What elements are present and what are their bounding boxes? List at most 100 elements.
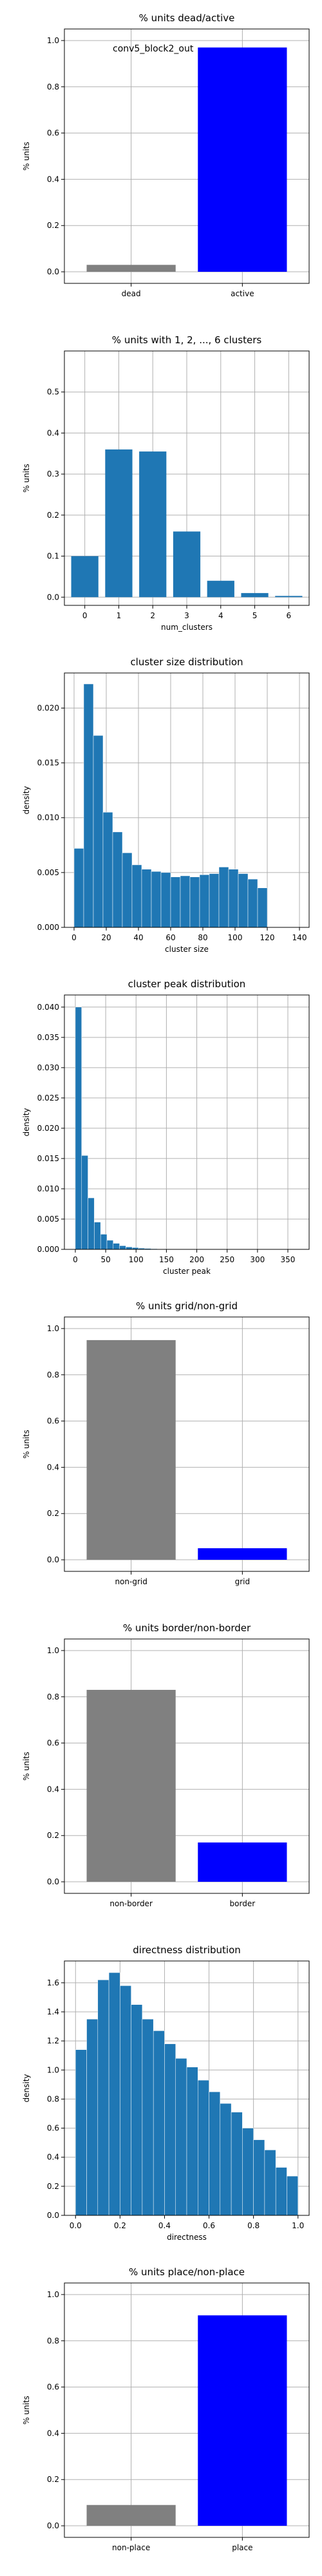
x-tick-label: 0.0 (70, 2221, 82, 2230)
y-axis-label: density (22, 2074, 31, 2103)
hist-bar (86, 2019, 99, 2216)
x-tick-label: 100 (129, 1255, 144, 1264)
y-tick-label: 0.020 (37, 703, 59, 712)
hist-bar (220, 2103, 232, 2216)
hist-bar (238, 873, 249, 928)
x-tick-label: non-grid (115, 1577, 147, 1586)
y-tick-label: 0.4 (47, 2153, 59, 2162)
hist-bar (142, 2019, 154, 2216)
y-tick-label: 0.8 (47, 2336, 59, 2345)
y-tick-label: 0.3 (47, 469, 59, 478)
hist-bar (275, 2167, 287, 2216)
x-tick-label: 350 (281, 1255, 296, 1264)
axes-frame (64, 994, 310, 1250)
hist-bar (112, 831, 123, 928)
hist-bar (151, 871, 162, 928)
hist-bar (94, 1222, 101, 1250)
y-tick-label: 1.2 (47, 2036, 59, 2045)
hist-bar (186, 2067, 198, 2216)
hist-bar (242, 2128, 254, 2216)
x-tick-label: non-border (109, 1899, 153, 1908)
bar-0 (71, 556, 99, 598)
axes-frame (64, 28, 310, 284)
x-axis-label: cluster size (165, 945, 209, 954)
bar-non-grid (86, 1340, 176, 1560)
hist-bar (73, 848, 84, 928)
y-tick-label: 0.0 (47, 267, 59, 276)
y-axis-label: % units (22, 1752, 31, 1781)
y-tick-label: 0.6 (47, 1739, 59, 1748)
hist-bar (81, 1155, 88, 1250)
bar-2 (139, 451, 167, 598)
x-tick-label: 0 (73, 1255, 78, 1264)
chart-cluster-peak: 0.000 0.005 0.010 0.015 0.020 0.025 0.030 0.035… (22, 978, 310, 1276)
hist-bar (253, 2139, 265, 2216)
hist-bar (189, 876, 200, 928)
y-tick-label: 0.2 (47, 2182, 59, 2191)
axes-frame (64, 672, 310, 928)
x-tick-label: 200 (189, 1255, 204, 1264)
x-tick-label: 5 (252, 611, 258, 620)
hist-bar (209, 873, 220, 928)
chart-directness: 0.0 0.2 0.4 0.6 0.8 1.0 1.2 1.4 1.6 0.0 0.2 0.4 0.6 0… (22, 1944, 310, 2242)
y-tick-label: 0.2 (47, 1509, 59, 1518)
x-tick-label: 1.0 (292, 2221, 304, 2230)
x-tick-label: place (232, 2543, 252, 2552)
hist-bar (93, 735, 104, 928)
chart-title: % units with 1, 2, ..., 6 clusters (112, 334, 262, 346)
y-tick-label: 0.6 (47, 129, 59, 138)
x-tick-label: dead (122, 289, 141, 298)
chart-dead-active: 0.0 0.2 0.4 0.6 0.8 1.0 dead active % units dead… (22, 12, 310, 298)
x-tick-label: 1 (117, 611, 122, 620)
chart-clusters: 0.0 0.1 0.2 0.3 0.4 0.5 0 1 2 3 4 5 6 % units with 1,… (22, 334, 310, 632)
x-tick-label: 4 (218, 611, 223, 620)
hist-bar (209, 2091, 221, 2216)
hist-bar (198, 2079, 209, 2216)
hist-bar (75, 2049, 87, 2216)
hist-bar (247, 878, 258, 928)
y-tick-label: 0.0 (47, 2211, 59, 2220)
y-axis-label: % units (22, 464, 31, 493)
y-tick-label: 0.4 (47, 175, 59, 184)
y-axis-label: % units (22, 142, 31, 171)
y-tick-label: 0.005 (37, 868, 59, 877)
bar-grid (198, 1548, 287, 1560)
x-tick-label: 40 (133, 933, 143, 942)
x-tick-label: 120 (260, 933, 275, 942)
x-tick-label: 2 (150, 611, 155, 620)
y-tick-label: 0.4 (47, 428, 59, 437)
y-tick-label: 0.015 (37, 759, 59, 768)
hist-bar (122, 852, 133, 928)
hist-bar (153, 2031, 165, 2216)
y-axis-label: % units (22, 2396, 31, 2425)
x-tick-label: 100 (228, 933, 243, 942)
y-tick-label: 0.040 (37, 1003, 59, 1012)
hist-bar (287, 2175, 298, 2216)
bar-6 (275, 596, 303, 598)
hist-bar (126, 1246, 133, 1250)
x-tick-label: 0.4 (158, 2221, 171, 2230)
axes-frame (64, 1638, 310, 1894)
y-tick-label: 0.030 (37, 1063, 59, 1072)
chart-title: directness distribution (133, 1944, 241, 1956)
y-tick-label: 1.0 (47, 2290, 59, 2299)
x-tick-label: 150 (159, 1255, 174, 1264)
y-tick-label: 0.015 (37, 1154, 59, 1163)
axes-frame (64, 2282, 310, 2538)
chart-title: % units dead/active (139, 12, 235, 24)
hist-bar (160, 872, 171, 928)
y-tick-label: 1.0 (47, 2065, 59, 2074)
hist-bar (120, 1985, 131, 2216)
bar-non-place (86, 2505, 176, 2526)
x-tick-label: 6 (287, 611, 292, 620)
y-tick-label: 0.025 (37, 1094, 59, 1103)
y-tick-label: 0.005 (37, 1215, 59, 1224)
y-tick-label: 0.5 (47, 388, 59, 397)
y-tick-label: 0.8 (47, 82, 59, 91)
y-tick-label: 1.0 (47, 1324, 59, 1333)
y-tick-label: 0.8 (47, 1370, 59, 1379)
x-tick-label: 0 (71, 933, 77, 942)
x-tick-label: 50 (100, 1255, 110, 1264)
layer-annotation: conv5_block2_out (113, 44, 194, 54)
